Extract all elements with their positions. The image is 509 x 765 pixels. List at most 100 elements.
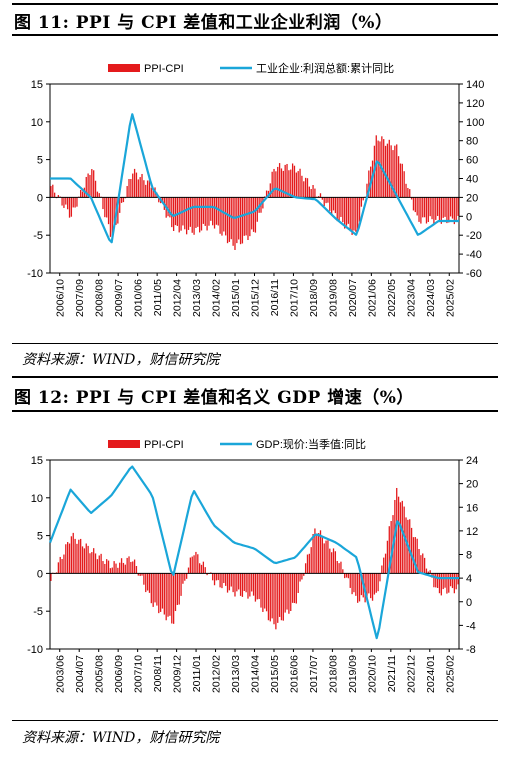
- ppi-cpi-bar: [399, 163, 402, 198]
- x-tick-label: 2018/08: [327, 655, 339, 693]
- x-tick-label: 2023/04: [405, 279, 417, 317]
- ppi-cpi-bar: [221, 197, 223, 236]
- ppi-cpi-bar: [204, 567, 206, 574]
- left-tick-label: 15: [31, 455, 43, 467]
- ppi-cpi-bar: [357, 197, 359, 232]
- x-tick-label: 2020/07: [347, 279, 359, 317]
- left-tick-label: -10: [27, 268, 43, 280]
- ppi-cpi-bar: [70, 197, 73, 217]
- ppi-cpi-bar: [171, 573, 173, 624]
- ppi-cpi-bar: [191, 197, 193, 233]
- ppi-cpi-bar: [171, 197, 173, 228]
- ppi-cpi-bar: [390, 521, 392, 574]
- ppi-cpi-bar: [455, 573, 457, 590]
- x-tick-label: 2006/09: [113, 655, 125, 693]
- ppi-cpi-bar: [265, 190, 268, 198]
- x-tick-label: 2014/02: [211, 279, 223, 317]
- ppi-cpi-bar: [182, 573, 184, 584]
- ppi-cpi-bar: [152, 189, 154, 198]
- ppi-cpi-bar: [384, 145, 387, 198]
- ppi-cpi-bar: [148, 180, 151, 198]
- x-tick-label: 2007/09: [74, 279, 86, 317]
- ppi-cpi-bar: [193, 197, 195, 235]
- ppi-cpi-bar: [435, 197, 437, 220]
- ppi-cpi-bar: [252, 573, 255, 596]
- ppi-cpi-bar: [67, 197, 69, 210]
- x-tick-label: 2012/02: [211, 655, 223, 693]
- ppi-cpi-bar: [442, 573, 444, 590]
- ppi-cpi-bar: [291, 573, 294, 603]
- ppi-cpi-bar: [448, 573, 450, 593]
- ppi-cpi-bar: [425, 197, 428, 224]
- ppi-cpi-bar: [197, 554, 199, 574]
- ppi-cpi-bar: [206, 197, 208, 231]
- ppi-cpi-bar: [303, 573, 305, 576]
- ppi-cpi-bar: [89, 553, 91, 574]
- ppi-cpi-bar: [457, 197, 459, 216]
- ppi-cpi-bar: [70, 536, 73, 574]
- figure-12-title: 图 12: PPI 与 CPI 差值和名义 GDP 增速（%）: [14, 388, 414, 408]
- chart-ppi-cpi-gdp: -10 -5 0 5 10 15 -8 -4 0 4 8 12 16 20 24 2003/06 2004/07…: [27, 437, 478, 693]
- ppi-cpi-bar: [133, 559, 136, 574]
- ppi-cpi-bar: [104, 563, 106, 574]
- x-tick-label: 2013/03: [191, 279, 203, 317]
- ppi-cpi-bar: [226, 197, 229, 244]
- ppi-cpi-bar: [204, 197, 206, 226]
- ppi-cpi-bar: [119, 197, 121, 213]
- ppi-cpi-bar: [57, 195, 60, 198]
- ppi-cpi-bar: [284, 573, 286, 613]
- ppi-cpi-bar: [347, 573, 350, 579]
- ppi-cpi-bar: [271, 573, 273, 619]
- ppi-cpi-bar: [94, 553, 97, 574]
- left-tick-label: 10: [31, 493, 43, 505]
- ppi-cpi-bar: [87, 173, 89, 198]
- ppi-cpi-bar: [217, 197, 219, 226]
- ppi-cpi-bar: [446, 573, 448, 594]
- ppi-cpi-bar: [377, 573, 379, 592]
- x-tick-label: 2008/08: [94, 279, 106, 317]
- ppi-cpi-bar: [137, 179, 139, 198]
- ppi-cpi-bar: [336, 561, 338, 574]
- ppi-cpi-bar: [199, 563, 201, 574]
- ppi-cpi-bar: [397, 496, 400, 574]
- ppi-cpi-bar: [78, 539, 80, 574]
- ppi-cpi-bar: [81, 546, 84, 574]
- ppi-cpi-bar: [436, 197, 439, 216]
- ppi-cpi-bar: [74, 197, 76, 208]
- ppi-cpi-bar: [93, 170, 95, 198]
- ppi-cpi-bar: [306, 178, 309, 198]
- ppi-cpi-bar: [388, 526, 390, 574]
- right-tick-label: -4: [466, 620, 476, 632]
- x-tick-label: 2006/10: [55, 279, 67, 317]
- ppi-cpi-bar: [418, 197, 420, 222]
- ppi-cpi-bar: [225, 573, 227, 586]
- ppi-cpi-bar: [176, 573, 178, 605]
- ppi-cpi-bar: [425, 568, 428, 574]
- left-tick-label: 5: [37, 531, 43, 543]
- ppi-cpi-bar: [332, 197, 335, 211]
- ppi-cpi-bar: [180, 573, 182, 596]
- ppi-cpi-bar: [152, 573, 154, 607]
- ppi-cpi-bar: [139, 177, 141, 198]
- ppi-cpi-bar: [345, 197, 348, 226]
- ppi-cpi-bar: [332, 548, 335, 574]
- ppi-cpi-bar: [243, 197, 245, 236]
- left-tick-label: 0: [37, 568, 43, 580]
- ppi-cpi-bar: [370, 573, 372, 599]
- ppi-cpi-bar: [301, 175, 303, 198]
- ppi-cpi-bar: [128, 556, 130, 574]
- ppi-cpi-bar: [50, 573, 52, 581]
- ppi-cpi-bar: [124, 564, 126, 574]
- ppi-cpi-bar: [312, 185, 314, 198]
- ppi-cpi-bar: [148, 573, 151, 593]
- ppi-cpi-bar: [394, 145, 396, 198]
- right-tick-label: 12: [466, 526, 478, 538]
- ppi-cpi-bar: [321, 197, 324, 200]
- ppi-cpi-bar: [386, 143, 389, 198]
- ppi-cpi-bar: [379, 141, 381, 198]
- ppi-cpi-bar: [202, 197, 205, 224]
- ppi-cpi-bar: [165, 573, 167, 621]
- ppi-cpi-bar: [187, 567, 190, 574]
- figure-11-title: 图 11: PPI 与 CPI 差值和工业企业利润（%）: [14, 13, 393, 33]
- ppi-cpi-bar: [158, 573, 160, 614]
